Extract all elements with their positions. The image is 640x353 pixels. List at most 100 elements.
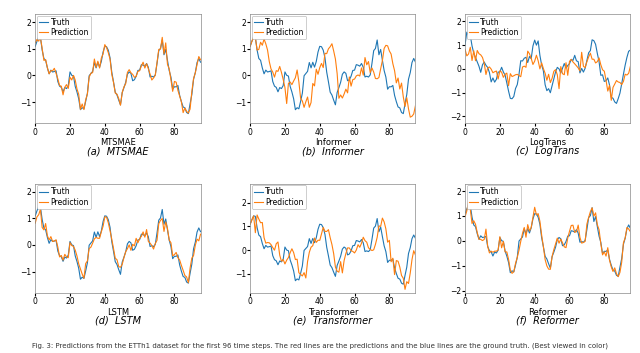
Prediction [271,75,278,79]
Prediction [54,77,61,81]
Truth [486,71,493,75]
Line: Prediction: Prediction [35,37,200,113]
Prediction [547,80,554,85]
Prediction [56,255,63,259]
Truth [486,249,493,253]
Prediction [616,270,624,274]
Line: Truth: Truth [35,207,200,283]
Truth [401,102,409,106]
Prediction [486,251,493,255]
Prediction [78,102,86,106]
Prediction [337,93,344,97]
Prediction [295,271,303,275]
Prediction [510,270,518,274]
Truth [627,48,634,52]
Text: (f)  Reformer: (f) Reformer [516,316,579,326]
Prediction [486,65,493,69]
Prediction [246,222,254,226]
Truth [401,273,409,277]
Truth [250,214,257,218]
Legend: Truth, Prediction: Truth, Prediction [36,16,91,40]
Prediction [102,46,110,50]
Prediction [627,64,634,68]
Truth [461,43,469,47]
Prediction [399,95,407,99]
Truth [196,229,204,234]
Truth [184,281,192,285]
Prediction [271,248,278,252]
Prediction [116,265,124,269]
Prediction [250,35,257,39]
Truth [463,30,470,34]
Text: (e)  Transformer: (e) Transformer [293,316,372,326]
Truth [250,35,257,39]
Prediction [120,85,128,89]
Truth [56,253,63,258]
Prediction [534,211,542,216]
Line: Truth: Truth [250,216,415,284]
Truth [461,211,469,216]
Text: Fig. 3: Predictions from the ETTh1 dataset for the first 96 time steps. The red : Fig. 3: Predictions from the ETTh1 datas… [32,343,608,349]
Truth [552,245,559,249]
X-axis label: Informer: Informer [315,138,351,147]
Truth [337,80,344,84]
Prediction [465,199,472,203]
Truth [412,60,419,64]
Line: Prediction: Prediction [35,209,200,283]
Prediction [401,287,409,292]
Prediction [406,115,414,119]
Legend: Truth, Prediction: Truth, Prediction [252,185,306,209]
Prediction [552,67,559,72]
Truth [465,203,472,207]
X-axis label: LogTrans: LogTrans [529,138,566,147]
Prediction [614,275,622,279]
Line: Truth: Truth [465,32,630,103]
Prediction [412,253,419,257]
Prediction [196,58,204,62]
Truth [122,250,129,254]
Prediction [461,47,469,52]
Prediction [547,267,554,271]
Legend: Truth, Prediction: Truth, Prediction [252,16,306,40]
Truth [271,84,278,88]
Truth [116,272,124,276]
Prediction [552,242,559,246]
Truth [547,266,554,270]
X-axis label: LSTM: LSTM [107,307,129,317]
Truth [337,254,344,258]
Prediction [186,107,194,111]
X-axis label: Reformer: Reformer [528,307,567,317]
Truth [35,204,42,209]
Truth [184,112,192,116]
Truth [31,214,39,218]
Truth [510,94,518,98]
X-axis label: MTSMAE: MTSMAE [100,138,136,147]
Prediction [246,44,254,48]
Prediction [115,96,123,101]
Prediction [253,213,261,217]
Text: (d)  LSTM: (d) LSTM [95,316,141,326]
Truth [614,274,622,279]
Line: Truth: Truth [465,205,630,276]
Truth [80,107,88,111]
Prediction [319,225,327,229]
Line: Prediction: Prediction [250,37,415,117]
Legend: Truth, Prediction: Truth, Prediction [467,185,521,209]
Text: (b)  Informer: (b) Informer [302,146,364,156]
Truth [271,258,278,262]
Prediction [337,259,344,264]
Truth [332,103,339,107]
Truth [399,282,407,286]
Prediction [104,221,112,225]
Truth [186,271,194,275]
Truth [412,236,419,240]
Prediction [184,111,192,115]
Legend: Truth, Prediction: Truth, Prediction [467,16,521,40]
Truth [246,222,254,226]
Truth [399,112,407,116]
Truth [31,44,39,48]
Truth [80,276,88,280]
Prediction [461,215,469,219]
Truth [104,48,112,52]
Prediction [627,229,634,234]
